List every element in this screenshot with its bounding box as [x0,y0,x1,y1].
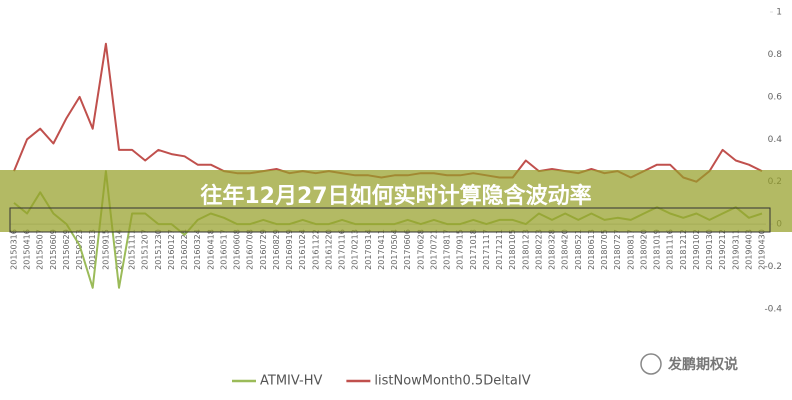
x-tick-label: 20190311 [731,229,740,270]
plot-area: -0.4-0.200.20.40.60.81201503162015041620… [10,8,783,315]
x-tick-label: 20151111 [128,229,137,270]
legend-label: ATMIV-HV [260,374,322,389]
y-tick-label: -0.4 [764,305,782,315]
x-tick-label: 20170628 [416,229,425,270]
series-line [13,42,763,183]
x-tick-label: 20160418 [206,229,215,270]
x-tick-label: 20181116 [666,229,675,270]
watermark-text: 发鹏期权说 [667,356,738,373]
x-tick-label: 20171211 [495,229,504,270]
y-tick-label: 0.6 [768,92,783,102]
x-tick-label: 20171117 [482,229,491,270]
y-tick-label: 0.4 [768,135,783,145]
x-tick-label: 20150723 [75,229,84,270]
x-tick-label: 20150629 [62,229,71,270]
x-tick-label: 20170504 [390,229,399,270]
x-tick-label: 20161122 [311,229,320,270]
x-tick-label: 20190102 [692,229,701,270]
x-tick-label: 20150915 [101,229,110,270]
y-tick-label: 0.8 [768,50,783,60]
title-banner [0,170,792,232]
x-tick-label: 20170915 [456,229,465,270]
x-tick-label: 20180328 [548,229,557,270]
x-tick-label: 20150813 [88,229,97,270]
x-tick-label: 20170314 [364,229,373,270]
x-tick-label: 20161220 [324,229,333,270]
x-tick-label: 20190430 [758,229,767,270]
x-tick-label: 20180817 [626,229,635,270]
y-tick-label: 1 [776,8,782,18]
x-tick-label: 20181019 [653,229,662,270]
x-tick-label: 20160919 [285,229,294,270]
x-tick-label: 20170721 [429,229,438,270]
x-tick-label: 20160708 [246,229,255,270]
x-tick-label: 20160517 [219,229,228,270]
x-tick-label: 20171018 [469,229,478,270]
x-tick-label: 20160829 [272,229,281,270]
x-tick-label: 20160324 [193,229,202,270]
watermark: 发鹏期权说 [640,353,738,375]
legend-label: listNowMonth0.5DeltaIV [374,374,530,389]
x-tick-label: 20150416 [23,229,32,270]
x-tick-label: 20160127 [167,229,176,270]
x-tick-label: 20150316 [10,229,19,270]
y-tick-label: -0.2 [764,262,782,272]
x-tick-label: 20190212 [718,229,727,270]
frame [9,207,771,233]
x-tick-label: 20180420 [561,229,570,270]
x-tick-label: 20190130 [705,229,714,270]
x-tick-label: 20151207 [141,229,150,270]
watermark-icon [640,353,662,375]
x-tick-label: 20180521 [574,229,583,270]
legend: ATMIV-HV listNowMonth0.5DeltaIV [232,374,531,389]
x-tick-label: 20180613 [587,229,596,270]
x-tick-label: 20170817 [443,229,452,270]
x-tick-label: 20160729 [259,229,268,270]
x-tick-label: 20190403 [744,229,753,270]
x-tick-label: 20160608 [233,229,242,270]
x-tick-label: 20151014 [114,229,123,270]
x-tick-label: 20160224 [180,229,189,270]
x-tick-label: 20180727 [613,229,622,270]
chart-title: 往年12月27日如何实时计算隐含波动率 [200,183,591,209]
x-tick-label: 20180123 [521,229,530,270]
x-tick-label: 20170213 [351,229,360,270]
x-tick-label: 20180920 [639,229,648,270]
x-tick-label: 20181212 [679,229,688,270]
x-tick-label: 20180223 [534,229,543,270]
x-tick-label: 20161024 [298,229,307,270]
x-tick-label: 20151230 [154,229,163,270]
x-tick-label: 20180105 [508,229,517,270]
x-tick-label: 20180705 [600,229,609,270]
x-tick-label: 20170606 [403,229,412,270]
x-tick-label: 20150609 [49,229,58,270]
x-tick-label: 20170116 [338,229,347,270]
x-tick-label: 20150507 [36,229,45,270]
x-tick-label: 20170411 [377,229,386,270]
